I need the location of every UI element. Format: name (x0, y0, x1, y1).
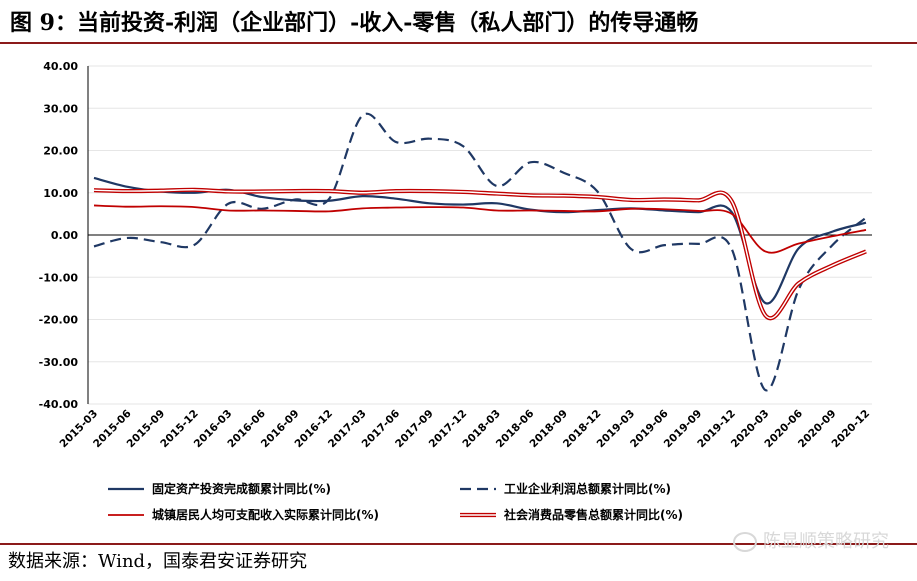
series-line-2 (93, 112, 867, 392)
line-chart: 40.00 30.00 20.00 10.00 0.00 -10.00 -20.00 -30.… (39, 60, 872, 522)
y-tick-label: -10.00 (39, 271, 79, 284)
plot-area: 40.00 30.00 20.00 10.00 0.00 -10.00 -20.00 -30.… (39, 60, 872, 522)
y-tick-label: 10.00 (43, 187, 78, 200)
legend-label-1: 固定资产投资完成额累计同比(%) (152, 481, 331, 496)
data-source: 数据来源：Wind，国泰君安证券研究 (8, 551, 308, 572)
wechat-icon (733, 532, 757, 552)
series-line-1 (93, 176, 867, 305)
y-tick-label: -40.00 (39, 398, 79, 411)
figure-title: 图 9：当前投资-利润（企业部门）-收入-零售（私人部门）的传导通畅 (10, 10, 699, 36)
y-tick-label: 0.00 (51, 229, 78, 242)
bottom-rule (0, 543, 917, 545)
legend-label-2: 工业企业利润总额累计同比(%) (504, 481, 671, 496)
y-tick-label: 30.00 (43, 102, 78, 115)
y-tick-label: 40.00 (43, 60, 78, 73)
watermark: 陈显顺策略研究 (733, 528, 889, 556)
series-line-4-inner (93, 189, 867, 319)
series-line-3 (93, 204, 867, 254)
y-tick-label: 20.00 (43, 145, 78, 158)
legend-label-3: 城镇居民人均可支配收入实际累计同比(%) (152, 507, 379, 522)
legend-label-4: 社会消费品零售总额累计同比(%) (503, 507, 683, 522)
top-rule (0, 42, 917, 44)
y-tick-label: -30.00 (39, 356, 79, 369)
watermark-text: 陈显顺策略研究 (763, 531, 889, 552)
y-tick-label: -20.00 (39, 314, 79, 327)
